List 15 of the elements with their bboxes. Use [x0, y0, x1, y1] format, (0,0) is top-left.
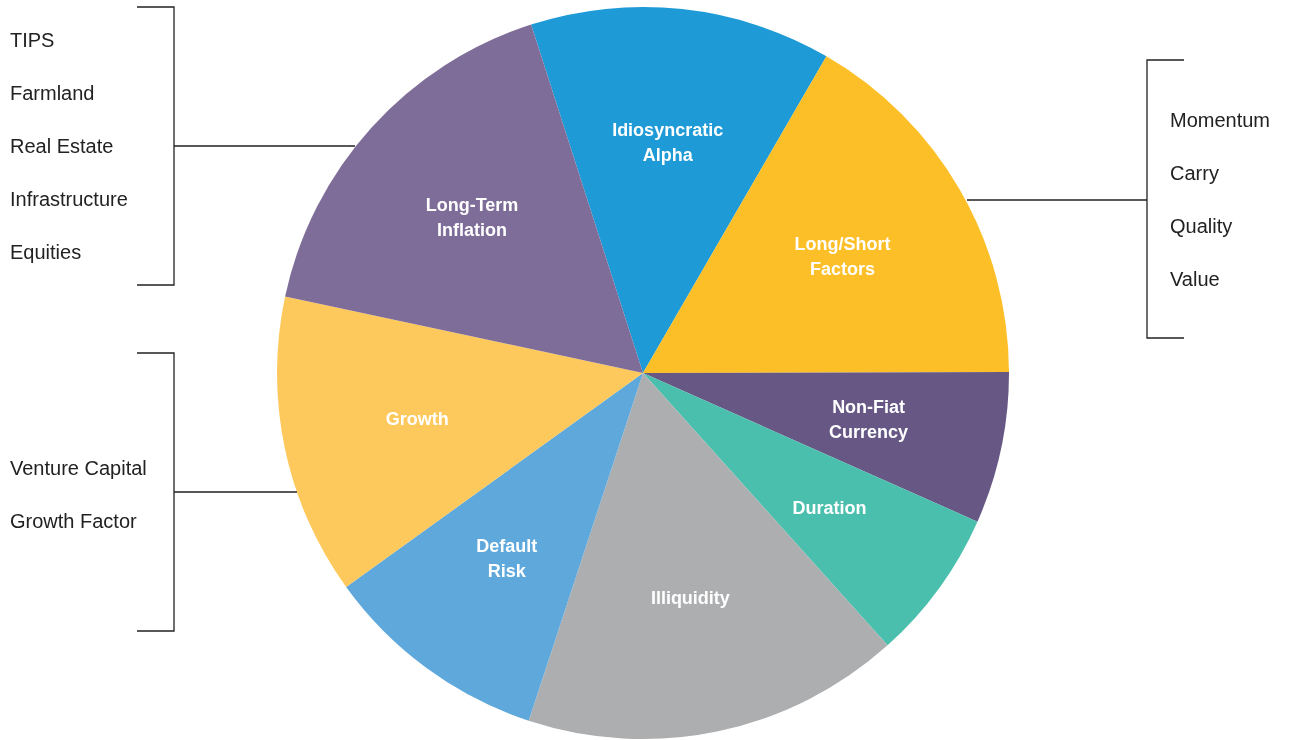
slice-label: Duration: [792, 497, 867, 518]
text: Venture Capital Growth Factor: [10, 457, 147, 533]
pie-slice: [346, 373, 643, 721]
slice-label: Idiosyncratic Alpha: [612, 119, 724, 165]
text: Momentum Carry Quality Value: [1170, 109, 1271, 291]
slice-label: Default Risk: [476, 535, 538, 581]
slice-label: Illiquidity: [650, 587, 730, 608]
slice-label: Long-Term Inflation: [425, 194, 519, 240]
slice-label: Non-Fiat Currency: [829, 396, 909, 442]
pie-slice: [277, 296, 643, 588]
slice-label: Growth: [385, 409, 449, 430]
text: TIPS Farmland Real Estate Infrastructure Equities: [10, 29, 128, 264]
pie-slice: [643, 371, 1009, 522]
pie-slice: [643, 373, 978, 646]
slice-label: Long/Short Factors: [794, 233, 891, 279]
